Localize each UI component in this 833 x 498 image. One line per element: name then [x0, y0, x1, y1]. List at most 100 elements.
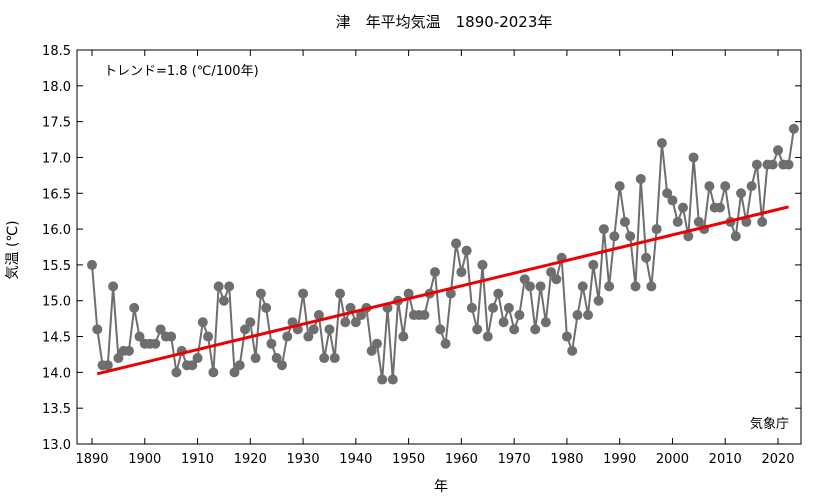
- data-point: [345, 302, 356, 313]
- series-layer: [87, 123, 799, 385]
- data-point: [171, 367, 182, 378]
- data-point: [683, 231, 694, 242]
- data-point: [113, 353, 124, 364]
- data-point: [229, 367, 240, 378]
- data-point: [440, 338, 451, 349]
- data-point: [313, 310, 324, 321]
- data-point: [741, 216, 752, 227]
- data-point: [371, 338, 382, 349]
- data-point: [704, 181, 715, 192]
- data-point: [87, 259, 97, 270]
- data-point: [509, 324, 520, 335]
- data-point: [266, 338, 277, 349]
- data-point: [788, 123, 799, 134]
- data-point: [751, 159, 762, 170]
- data-point: [714, 202, 725, 213]
- data-point: [308, 324, 319, 335]
- data-point: [635, 173, 646, 184]
- y-tick-label: 16.5: [42, 187, 71, 202]
- data-point: [387, 374, 398, 385]
- data-point: [678, 202, 689, 213]
- data-point: [245, 317, 256, 328]
- data-point: [451, 238, 462, 249]
- data-point: [646, 281, 657, 292]
- data-point: [224, 281, 235, 292]
- data-point: [461, 245, 472, 256]
- data-point: [92, 324, 103, 335]
- data-point: [730, 231, 741, 242]
- data-point: [524, 281, 535, 292]
- data-point: [477, 259, 488, 270]
- data-point: [767, 159, 778, 170]
- data-point: [593, 295, 604, 306]
- y-tick-label: 14.5: [42, 331, 71, 346]
- data-point: [340, 317, 351, 328]
- data-point: [519, 274, 530, 285]
- data-point: [187, 360, 198, 371]
- data-point: [271, 353, 282, 364]
- data-point: [577, 281, 588, 292]
- data-point: [535, 281, 546, 292]
- x-tick-label: 1960: [445, 452, 478, 467]
- data-point: [667, 195, 678, 206]
- data-point: [551, 274, 562, 285]
- data-point: [514, 310, 525, 321]
- data-point: [693, 216, 704, 227]
- data-point: [276, 360, 287, 371]
- data-point: [303, 331, 314, 342]
- x-tick-label: 2010: [709, 452, 742, 467]
- x-tick-label: 1920: [234, 452, 267, 467]
- data-point: [319, 353, 330, 364]
- data-point: [625, 231, 636, 242]
- data-point: [213, 281, 224, 292]
- data-point: [583, 310, 594, 321]
- data-point: [398, 331, 409, 342]
- y-tick-label: 16.0: [42, 223, 71, 238]
- data-point: [366, 345, 377, 356]
- x-tick-label: 2020: [761, 452, 794, 467]
- data-point: [472, 324, 483, 335]
- data-point: [350, 317, 361, 328]
- y-axis: 13.0 13.5 14.0 14.5 15.0 15.5 16.0 16.5 17.0 17.5…: [42, 44, 801, 453]
- data-point: [656, 138, 667, 149]
- data-point: [630, 281, 641, 292]
- y-axis-label: 気温 (℃): [5, 220, 21, 279]
- data-point: [456, 267, 467, 278]
- data-point: [783, 159, 794, 170]
- y-tick-label: 17.5: [42, 116, 71, 131]
- data-point: [588, 259, 599, 270]
- data-point: [335, 288, 346, 299]
- data-point: [604, 281, 615, 292]
- data-point: [129, 302, 140, 313]
- data-point: [488, 302, 499, 313]
- data-point: [329, 353, 340, 364]
- chart-title: 津 年平均気温 1890-2023年: [336, 13, 553, 31]
- data-point: [773, 145, 783, 156]
- data-point: [218, 295, 229, 306]
- data-point: [123, 345, 134, 356]
- data-point: [466, 302, 477, 313]
- data-point: [298, 288, 309, 299]
- data-point: [324, 324, 335, 335]
- x-tick-label: 2000: [656, 452, 689, 467]
- trend-layer: [96, 205, 789, 376]
- x-tick-label: 1910: [181, 452, 214, 467]
- y-tick-label: 13.5: [42, 402, 71, 417]
- data-point: [530, 324, 541, 335]
- y-tick-label: 18.5: [42, 44, 71, 59]
- x-tick-label: 1930: [287, 452, 320, 467]
- data-point: [572, 310, 583, 321]
- data-point: [561, 331, 572, 342]
- data-point: [641, 252, 652, 263]
- data-point: [208, 367, 219, 378]
- data-point: [150, 338, 161, 349]
- data-point: [672, 216, 683, 227]
- data-point: [688, 152, 699, 163]
- data-point: [598, 224, 609, 235]
- x-tick-label: 1940: [339, 452, 372, 467]
- data-point: [736, 188, 747, 199]
- data-point: [435, 324, 446, 335]
- x-tick-label: 1900: [128, 452, 161, 467]
- data-point: [757, 216, 768, 227]
